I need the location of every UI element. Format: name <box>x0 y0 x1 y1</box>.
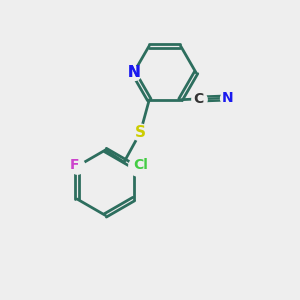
Text: N: N <box>127 65 140 80</box>
Text: S: S <box>135 125 146 140</box>
Text: N: N <box>127 65 140 80</box>
Text: C: C <box>194 92 204 106</box>
Text: F: F <box>69 158 79 172</box>
Text: Cl: Cl <box>133 158 148 172</box>
Text: N: N <box>221 91 233 105</box>
